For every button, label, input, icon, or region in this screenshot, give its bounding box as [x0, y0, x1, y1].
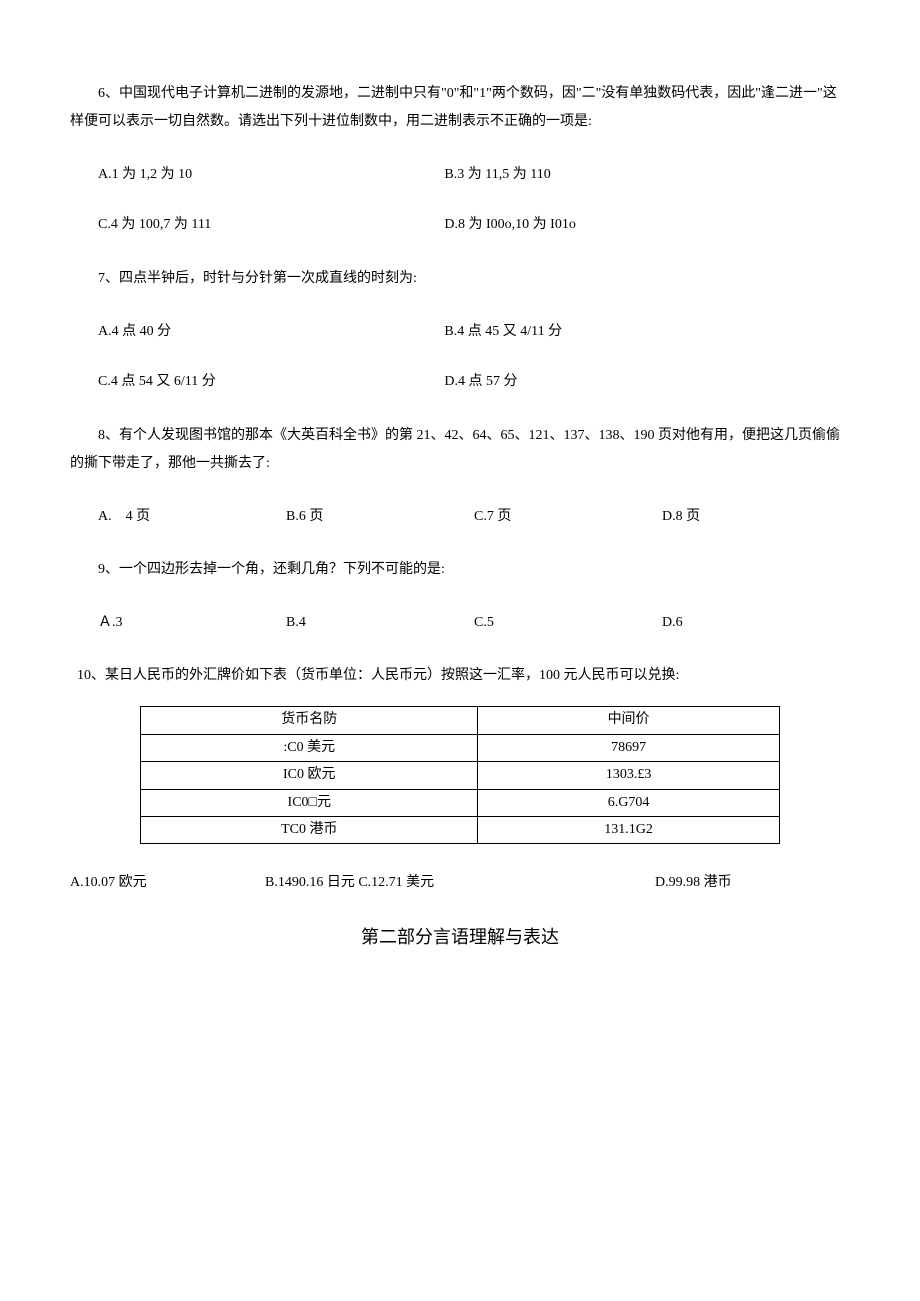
- table-cell: IC0 欧元: [141, 762, 478, 789]
- table-cell: :C0 美元: [141, 734, 478, 761]
- q7-options-row2: C.4 点 54 又 6/11 分 D.4 点 57 分: [70, 371, 850, 393]
- q7-option-d: D.4 点 57 分: [444, 371, 850, 393]
- q9-option-b: B.4: [286, 612, 474, 634]
- section-2-title: 第二部分言语理解与表达: [70, 923, 850, 952]
- q6-option-a: A.1 为 1,2 为 10: [70, 164, 444, 186]
- question-7-text: 7、四点半钟后，时针与分针第一次成直线的时刻为:: [70, 265, 850, 293]
- q9-option-a: Ａ.3: [70, 612, 286, 634]
- q6-options-row2: C.4 为 100,7 为 111 D.8 为 I00o,10 为 I01o: [70, 214, 850, 236]
- question-9-text: 9、一个四边形去掉一个角，还剩几角？下列不可能的是:: [70, 556, 850, 584]
- q10-option-a: A.10.07 欧元: [70, 872, 265, 894]
- question-6: 6、中国现代电子计算机二进制的发源地，二进制中只有"0"和"1"两个数码，因"二…: [70, 80, 850, 237]
- question-7: 7、四点半钟后，时针与分针第一次成直线的时刻为: A.4 点 40 分 B.4 …: [70, 265, 850, 394]
- q7-option-b: B.4 点 45 又 4/11 分: [444, 321, 850, 343]
- q6-options-row1: A.1 为 1,2 为 10 B.3 为 11,5 为 110: [70, 164, 850, 186]
- question-9: 9、一个四边形去掉一个角，还剩几角？下列不可能的是: Ａ.3 B.4 C.5 D…: [70, 556, 850, 634]
- table-row: IC0 欧元 1303.£3: [141, 762, 780, 789]
- q8-option-d: D.8 页: [662, 506, 850, 528]
- table-header-currency: 货币名防: [141, 707, 478, 734]
- table-cell: IC0□元: [141, 789, 478, 816]
- question-8-text: 8、有个人发现图书馆的那本《大英百科全书》的第 21、42、64、65、121、…: [70, 422, 850, 478]
- table-row: :C0 美元 78697: [141, 734, 780, 761]
- question-10-text: 10、某日人民币的外汇牌价如下表（货币单位：人民币元）按照这一汇率，100 元人…: [70, 662, 850, 690]
- q9-option-c: C.5: [474, 612, 662, 634]
- q9-options: Ａ.3 B.4 C.5 D.6: [70, 612, 850, 634]
- q8-option-a: A. 4 页: [70, 506, 286, 528]
- question-8: 8、有个人发现图书馆的那本《大英百科全书》的第 21、42、64、65、121、…: [70, 422, 850, 528]
- q8-option-b: B.6 页: [286, 506, 474, 528]
- table-row: IC0□元 6.G704: [141, 789, 780, 816]
- q10-option-d: D.99.98 港币: [655, 872, 850, 894]
- q6-option-d: D.8 为 I00o,10 为 I01o: [444, 214, 850, 236]
- q10-options: A.10.07 欧元 B.1490.16 日元 C.12.71 美元 D.99.…: [70, 872, 850, 894]
- q10-table: 货币名防 中间价 :C0 美元 78697 IC0 欧元 1303.£3 IC0…: [140, 706, 780, 844]
- table-cell: TC0 港币: [141, 816, 478, 843]
- table-cell: 6.G704: [478, 789, 779, 816]
- table-cell: 78697: [478, 734, 779, 761]
- question-6-text: 6、中国现代电子计算机二进制的发源地，二进制中只有"0"和"1"两个数码，因"二…: [70, 80, 850, 136]
- table-cell: 131.1G2: [478, 816, 779, 843]
- q7-options-row1: A.4 点 40 分 B.4 点 45 又 4/11 分: [70, 321, 850, 343]
- q6-option-c: C.4 为 100,7 为 111: [70, 214, 444, 236]
- table-row: TC0 港币 131.1G2: [141, 816, 780, 843]
- q8-options: A. 4 页 B.6 页 C.7 页 D.8 页: [70, 506, 850, 528]
- q6-option-b: B.3 为 11,5 为 110: [444, 164, 850, 186]
- q8-option-c: C.7 页: [474, 506, 662, 528]
- table-header-rate: 中间价: [478, 707, 779, 734]
- question-10: 10、某日人民币的外汇牌价如下表（货币单位：人民币元）按照这一汇率，100 元人…: [70, 662, 850, 894]
- q7-option-a: A.4 点 40 分: [70, 321, 444, 343]
- q9-option-d: D.6: [662, 612, 850, 634]
- table-header-row: 货币名防 中间价: [141, 707, 780, 734]
- q7-option-c: C.4 点 54 又 6/11 分: [70, 371, 444, 393]
- q10-option-bc: B.1490.16 日元 C.12.71 美元: [265, 872, 655, 894]
- table-cell: 1303.£3: [478, 762, 779, 789]
